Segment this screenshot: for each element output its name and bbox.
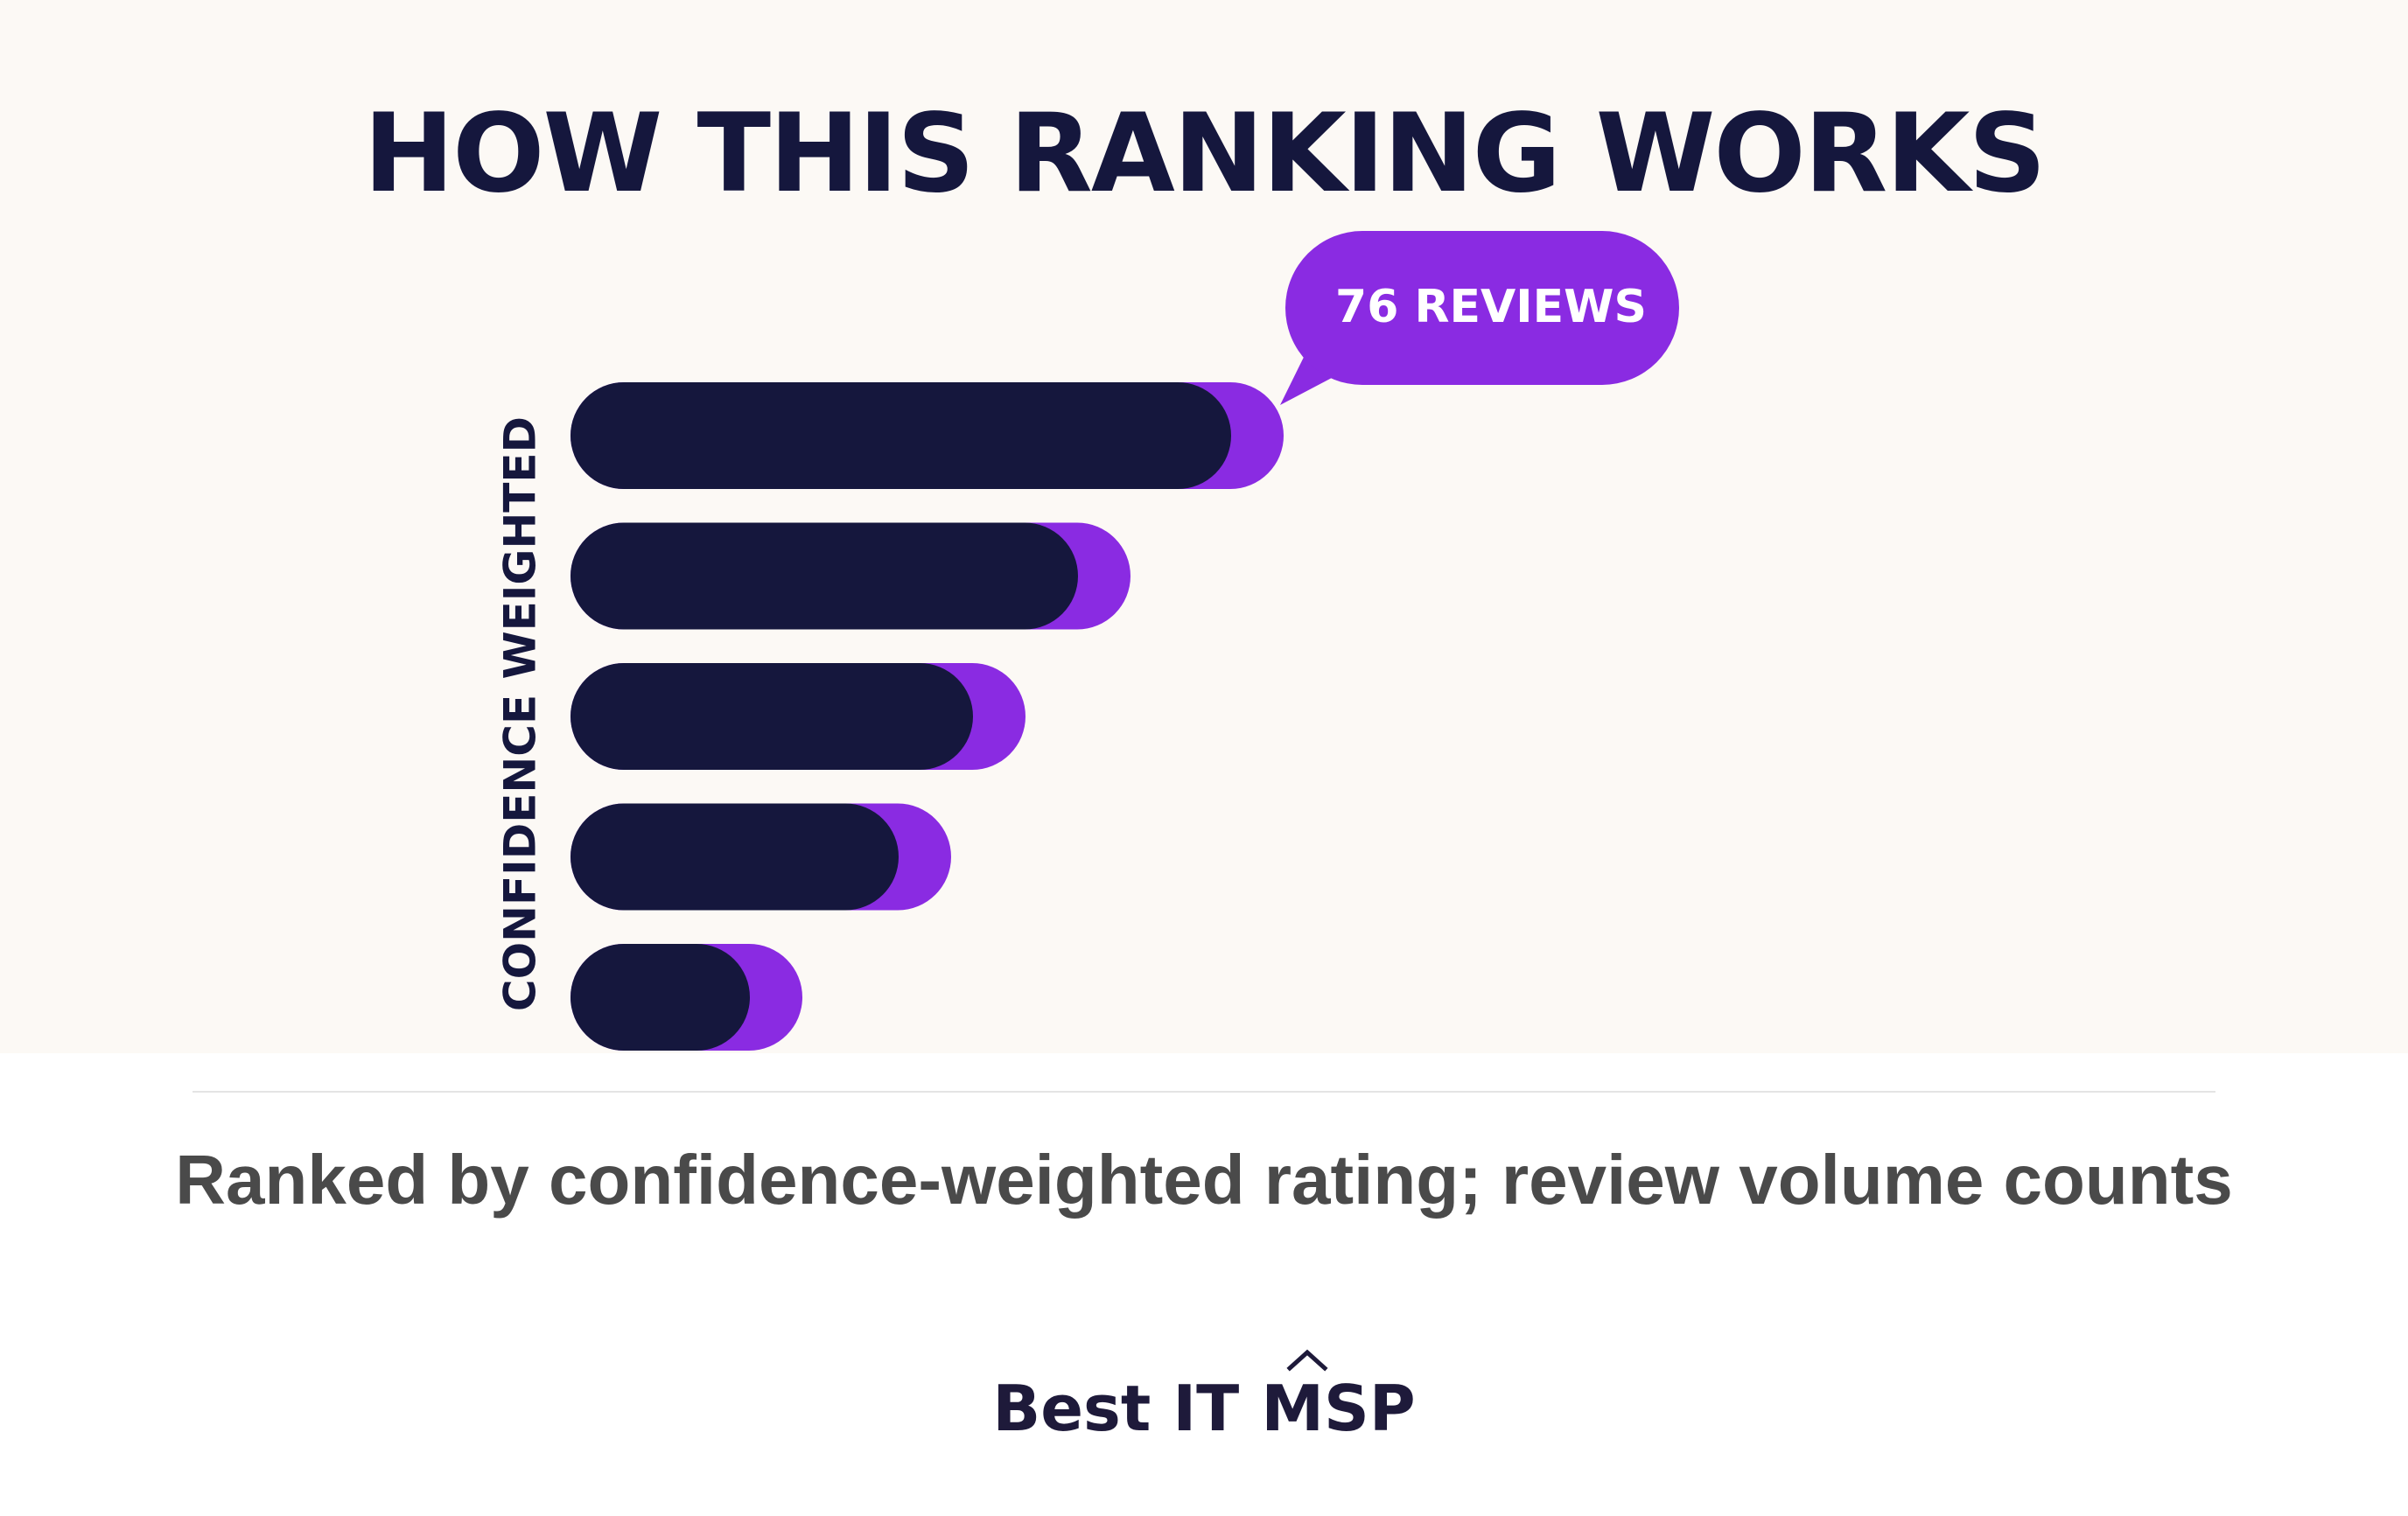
bar-4-base	[570, 803, 899, 911]
chart-panel: HOW THIS RANKING WORKS CONFIDENCE WEIGHT…	[363, 91, 2047, 1051]
brand-logo: Best IT MSP	[992, 1349, 1416, 1452]
bar-4	[570, 803, 951, 911]
bars	[570, 382, 1284, 1051]
callout-label: 76 REVIEWS	[1335, 281, 1647, 333]
divider	[192, 1091, 2216, 1093]
bar-2	[570, 522, 1130, 630]
y-axis-label: CONFIDENCE WEIGHTED	[495, 416, 546, 1011]
bar-5-base	[570, 944, 750, 1051]
brand: Best IT MSP	[0, 1349, 2408, 1452]
review-count-callout: 76 REVIEWS	[1280, 231, 1679, 405]
callout-bubble	[1285, 231, 1679, 385]
bar-5	[570, 944, 802, 1051]
bar-1-base	[570, 382, 1231, 489]
chart-title: HOW THIS RANKING WORKS	[363, 91, 2044, 217]
brand-name: Best IT MSP	[992, 1372, 1416, 1445]
ranking-caption: Ranked by confidence-weighted rating; re…	[175, 1141, 2233, 1219]
bar-2-base	[570, 522, 1078, 630]
chart: HOW THIS RANKING WORKS CONFIDENCE WEIGHT…	[363, 91, 2047, 1051]
bar-3-base	[570, 663, 973, 770]
caret-up-icon	[1286, 1349, 1328, 1372]
bar-1	[570, 382, 1284, 489]
bar-3	[570, 663, 1026, 770]
